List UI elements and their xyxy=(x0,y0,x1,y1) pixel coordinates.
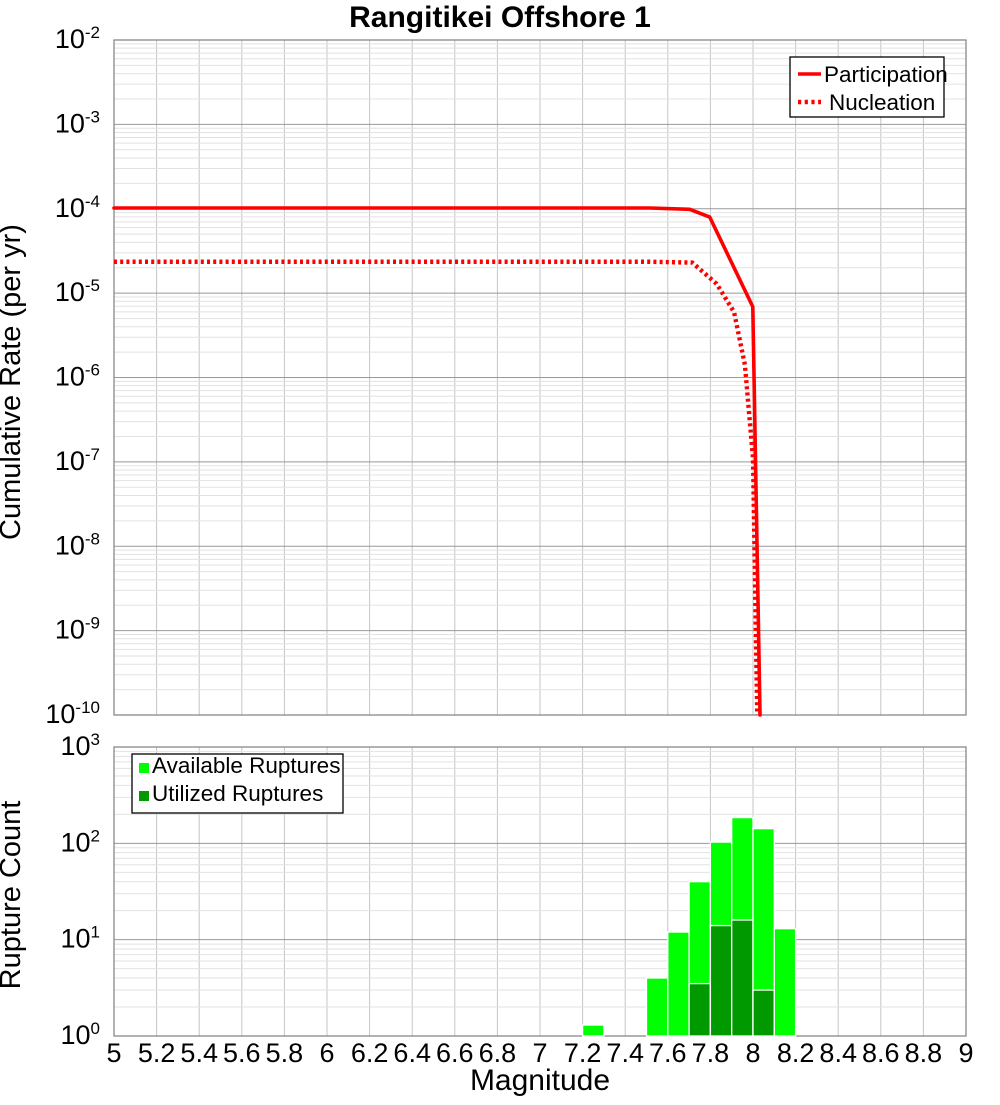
svg-text:8.8: 8.8 xyxy=(905,1038,943,1068)
svg-text:5.4: 5.4 xyxy=(180,1038,218,1068)
svg-text:Participation: Participation xyxy=(824,62,948,87)
svg-text:Utilized Ruptures: Utilized Ruptures xyxy=(152,781,323,806)
svg-text:8.2: 8.2 xyxy=(777,1038,815,1068)
svg-text:6: 6 xyxy=(319,1038,334,1068)
svg-text:8.4: 8.4 xyxy=(819,1038,857,1068)
svg-text:Nucleation: Nucleation xyxy=(829,90,935,115)
svg-text:9: 9 xyxy=(958,1038,973,1068)
svg-text:8: 8 xyxy=(745,1038,760,1068)
svg-text:Magnitude: Magnitude xyxy=(470,1064,610,1097)
svg-text:Cumulative Rate (per yr): Cumulative Rate (per yr) xyxy=(0,224,27,540)
svg-text:7.8: 7.8 xyxy=(692,1038,730,1068)
svg-text:Available Ruptures: Available Ruptures xyxy=(152,753,340,778)
svg-text:5.2: 5.2 xyxy=(138,1038,176,1068)
svg-text:5.8: 5.8 xyxy=(266,1038,304,1068)
svg-text:8.6: 8.6 xyxy=(862,1038,900,1068)
svg-text:Rupture Count: Rupture Count xyxy=(0,801,27,990)
svg-text:5.6: 5.6 xyxy=(223,1038,261,1068)
svg-text:6.6: 6.6 xyxy=(436,1038,474,1068)
svg-text:Rangitikei Offshore 1: Rangitikei Offshore 1 xyxy=(349,1,651,34)
svg-text:7.6: 7.6 xyxy=(649,1038,687,1068)
svg-text:6.4: 6.4 xyxy=(393,1038,431,1068)
svg-text:7.4: 7.4 xyxy=(606,1038,644,1068)
svg-text:5: 5 xyxy=(106,1038,121,1068)
svg-text:6.2: 6.2 xyxy=(351,1038,389,1068)
